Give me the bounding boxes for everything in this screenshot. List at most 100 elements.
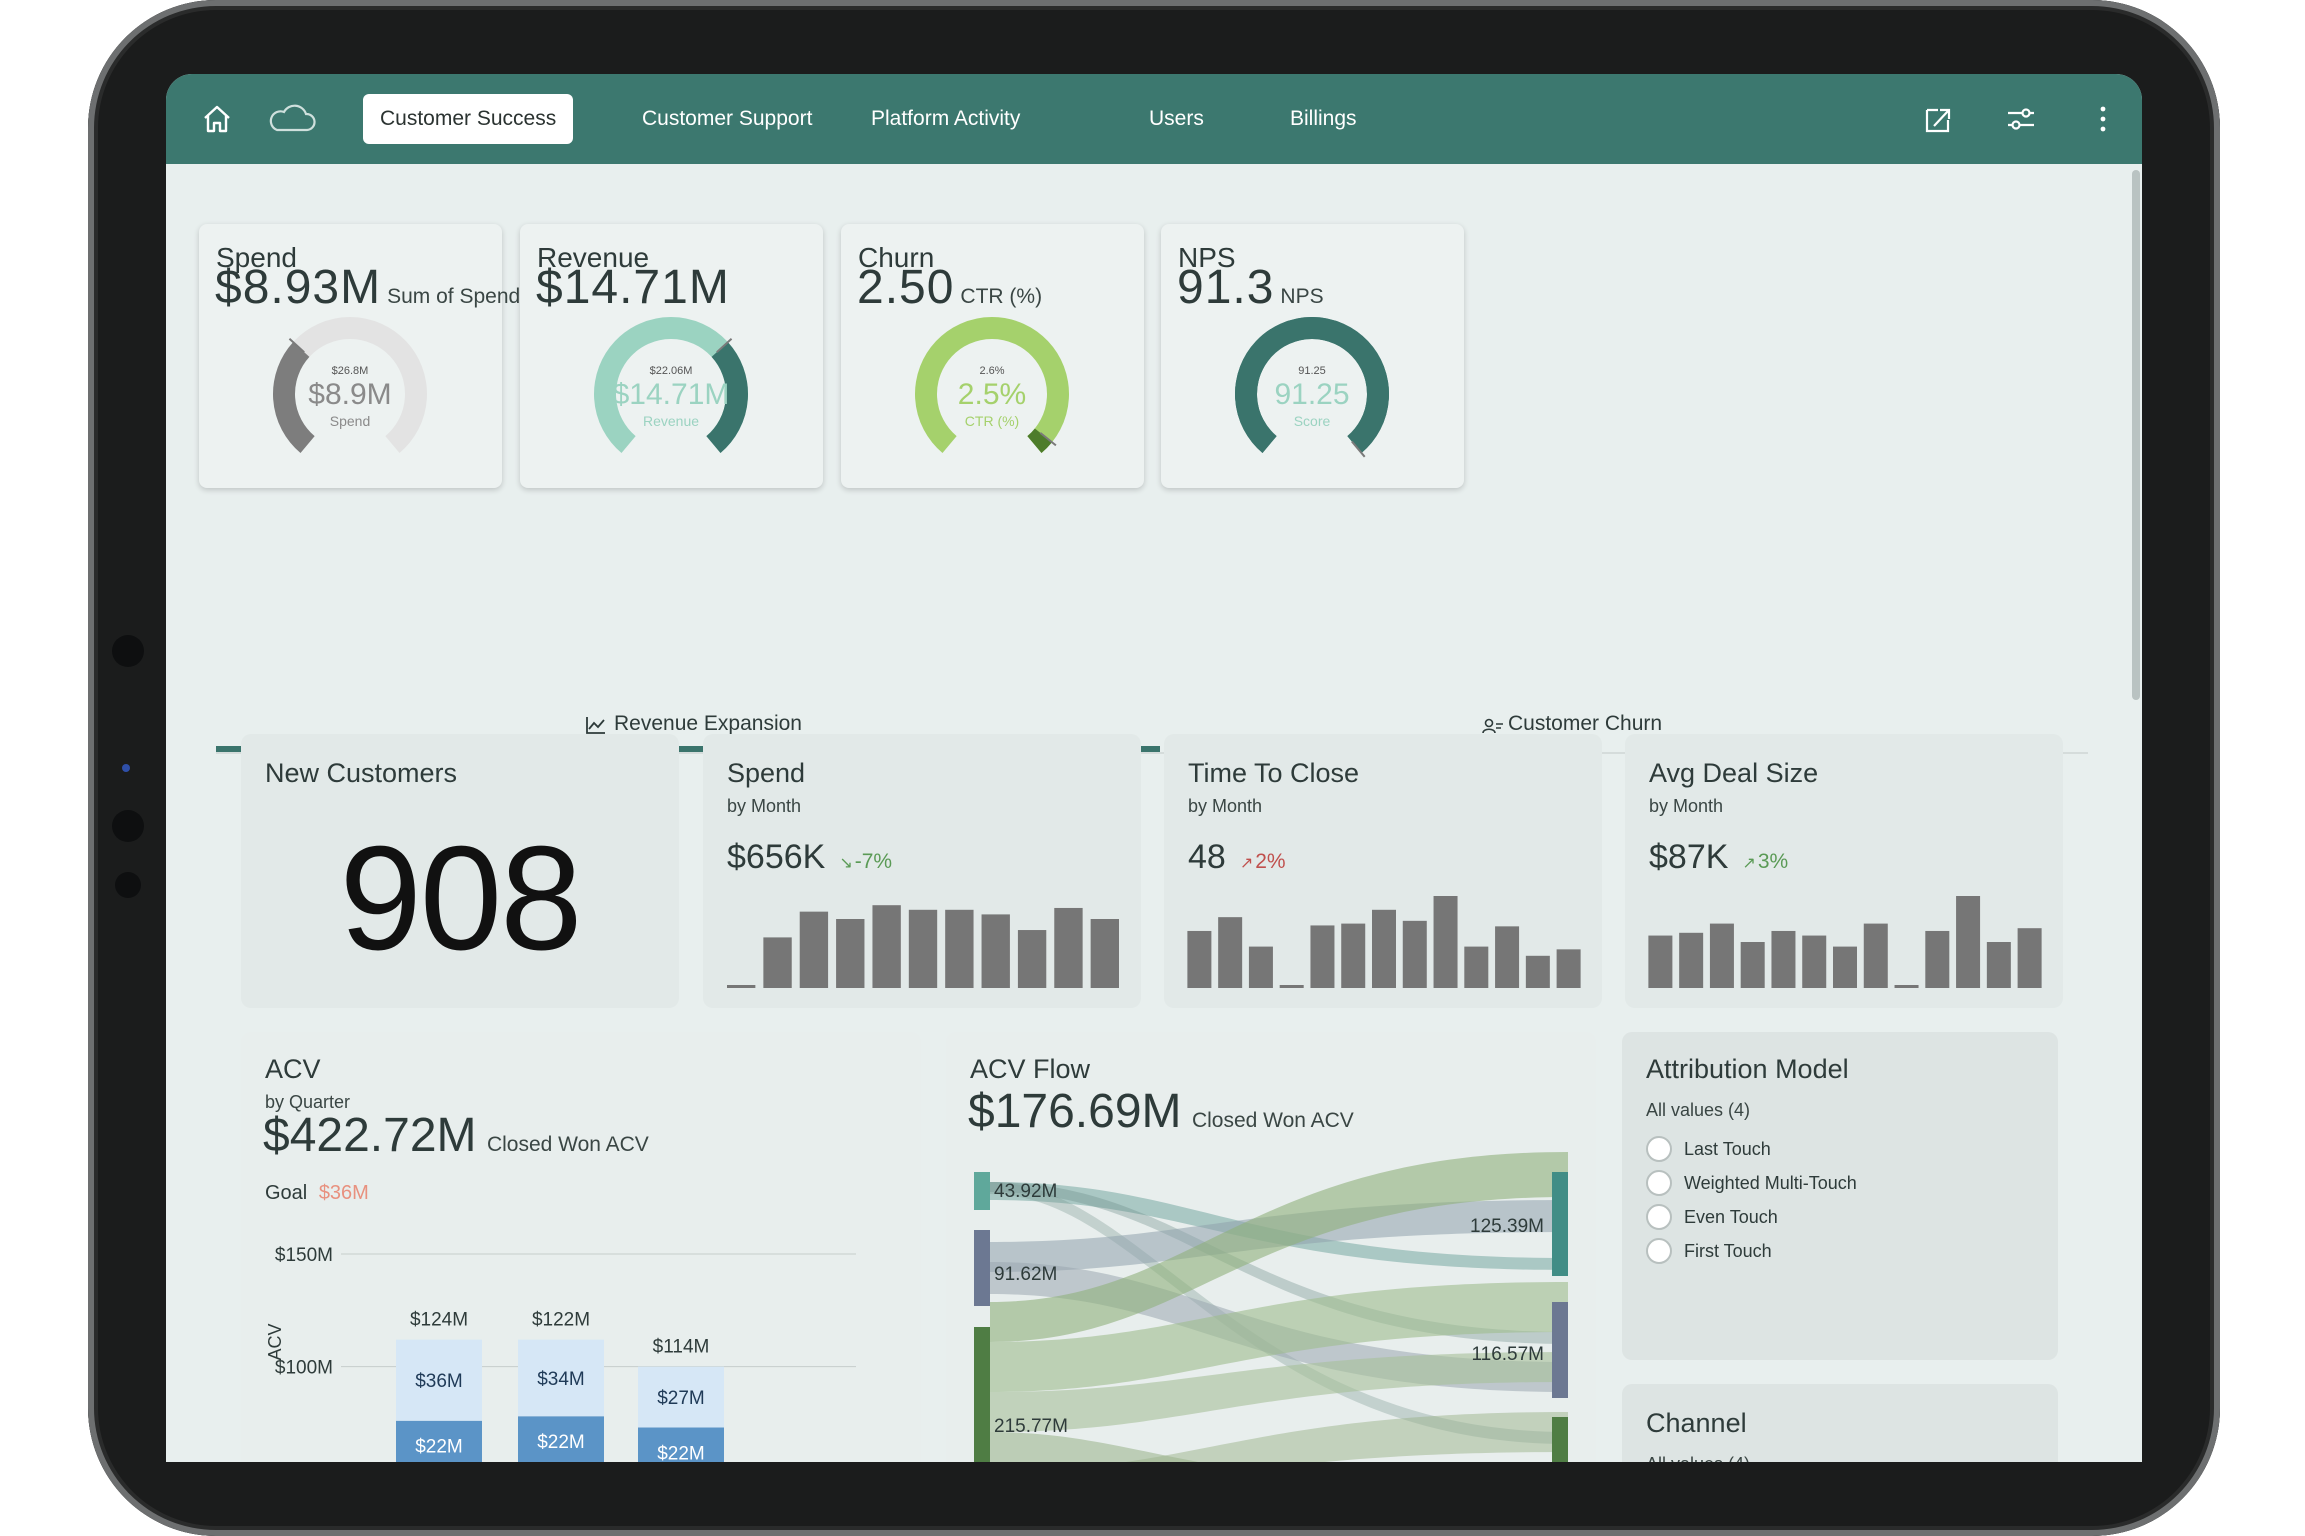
section-tabs: Revenue Expansion Customer Churn [216, 694, 2088, 754]
tile-time-to-close[interactable]: Time To Close by Month 48 ↗2% [1164, 734, 1602, 1008]
sankey-chart[interactable]: 43.92M 91.62M 215.77M 125.39M 116.57M [946, 1032, 1596, 1462]
more-vertical-icon[interactable] [2080, 96, 2126, 142]
filter-sliders-icon[interactable] [1998, 96, 2044, 142]
attribution-option-even-touch[interactable]: Even Touch [1646, 1204, 1778, 1230]
sparkbar-chart [1648, 896, 2042, 988]
tab-revenue-expansion[interactable]: Revenue Expansion [216, 694, 1160, 752]
kpi-value: 91.3 [1177, 261, 1275, 314]
top-navbar: Customer Success Customer Support Platfo… [166, 74, 2142, 164]
tab-users[interactable]: Users [1149, 107, 1204, 130]
gauge-needle [716, 337, 733, 353]
radio-label: First Touch [1684, 1240, 1772, 1261]
acv-bar-segment[interactable] [396, 1420, 482, 1462]
tile-subtitle: by Month [1649, 796, 1724, 816]
sankey-node[interactable] [1552, 1172, 1568, 1276]
gauge-label: Spend [330, 413, 370, 429]
attribution-option-last-touch[interactable]: Last Touch [1646, 1136, 1771, 1162]
sankey-node[interactable] [1552, 1417, 1568, 1462]
spark-bar [1187, 930, 1212, 988]
acv-bar-segment[interactable] [518, 1416, 604, 1462]
tile-title: Spend [727, 758, 806, 788]
kpi-gauge: $22.06M$14.71M Revenue [594, 317, 748, 453]
sankey-node[interactable] [974, 1327, 990, 1462]
gauge-value: 91.25 [1274, 378, 1349, 411]
cloud-icon[interactable] [262, 96, 320, 142]
spark-bar [836, 919, 865, 988]
kpi-unit: CTR (%) [960, 285, 1043, 308]
radio-button[interactable] [1646, 1204, 1672, 1230]
radio-label: Even Touch [1684, 1206, 1778, 1227]
acv-bar-segment[interactable] [638, 1427, 724, 1462]
spark-bar [763, 937, 792, 988]
sankey-node[interactable] [974, 1172, 990, 1210]
card-acv-flow: ACV Flow $176.69M Closed Won ACV [946, 1032, 1596, 1462]
users-icon [1482, 718, 1503, 734]
spark-bar [1248, 946, 1273, 988]
gauge-fill [273, 342, 315, 453]
spark-bar [1740, 942, 1765, 988]
radio-button[interactable] [1646, 1170, 1672, 1196]
kpi-card[interactable]: Spend $8.93M Sum of Spend $26.8M $8.9M Spend [199, 224, 520, 488]
spark-bar [1709, 923, 1734, 988]
acv-title: ACV [265, 1054, 321, 1084]
tab-label: Customer Churn [1508, 712, 1663, 735]
kpi-gauge: 2.6%2.5% CTR (%) [915, 317, 1069, 453]
tile-delta-value: 3% [1757, 850, 1789, 873]
gauge-label: Revenue [643, 413, 699, 429]
attribution-option-weighted-multi-touch[interactable]: Weighted Multi-Touch [1646, 1170, 1857, 1196]
radio-button[interactable] [1646, 1136, 1672, 1162]
tab-billings[interactable]: Billings [1290, 107, 1357, 130]
tile-delta: ↗3% [1742, 850, 1788, 873]
attribution-option-first-touch[interactable]: First Touch [1646, 1238, 1772, 1264]
tile-delta: ↗2% [1240, 850, 1286, 873]
tile-new-customers[interactable]: New Customers 908 [241, 734, 679, 1008]
y-tick-label: $100M [275, 1358, 333, 1379]
tab-customer-support[interactable]: Customer Support [642, 107, 813, 130]
side-button [115, 872, 141, 898]
kpi-value: $14.71M [536, 261, 730, 314]
acv-bar-segment[interactable] [638, 1366, 724, 1428]
spark-bar [1833, 946, 1857, 988]
kpi-title: Churn [858, 242, 935, 273]
goal-value: $36M [318, 1182, 369, 1204]
spark-bar [1894, 985, 1919, 988]
kpi-gauge: $26.8M$8.9M Spend [273, 317, 427, 453]
vertical-scrollbar[interactable] [2132, 170, 2140, 700]
gauge-fill [1027, 428, 1053, 453]
tile-value: $87K [1649, 838, 1729, 876]
acv-ylabel: ACV [265, 1323, 285, 1360]
kpi-card[interactable]: Churn 2.50 CTR (%) 2.6% 2.5% CTR (%) [841, 224, 1144, 488]
home-icon[interactable] [194, 96, 240, 142]
acv-bar-segment[interactable] [396, 1339, 482, 1421]
tile-delta-value: 2% [1255, 850, 1286, 873]
acv-segment-label: $22M [657, 1443, 705, 1462]
kpi-card[interactable]: NPS 91.3 NPS 91.25 91.25 Score [1161, 224, 1464, 488]
sankey-node[interactable] [1552, 1302, 1568, 1398]
tab-customer-success[interactable]: Customer Success [363, 94, 574, 144]
kpi-title: Spend [216, 242, 297, 273]
spark-bar [1054, 907, 1083, 988]
tab-customer-churn[interactable]: Customer Churn [1160, 694, 2088, 752]
radio-label: Last Touch [1684, 1138, 1771, 1159]
gauge-label: CTR (%) [965, 413, 1019, 429]
share-icon[interactable] [1914, 96, 1960, 142]
sankey-node[interactable] [974, 1230, 990, 1306]
spark-bar [1863, 923, 1888, 988]
kpi-title: NPS [1178, 242, 1236, 273]
spark-bar [1341, 923, 1366, 988]
spark-bar [1372, 909, 1396, 988]
acv-bar-segment[interactable] [518, 1339, 604, 1417]
tile-avg-deal[interactable]: Avg Deal Size by Month $87K ↗3% [1625, 734, 2063, 1008]
acv-bar-chart[interactable]: ACV$150M$100M$50M$54M$22M$36M$124M$56M$2… [241, 1222, 921, 1462]
attribution-subtitle: All values (4) [1646, 1100, 1751, 1120]
kpi-card[interactable]: Revenue $14.71M $22.06M $14.71M Revenue [520, 224, 823, 488]
sparkbar-chart [727, 905, 1119, 988]
spark-bar [872, 905, 901, 988]
tab-platform-activity[interactable]: Platform Activity [871, 107, 1021, 130]
radio-button[interactable] [1646, 1238, 1672, 1264]
gauge-track [915, 317, 1069, 453]
tile-spend[interactable]: Spend by Month $656K ↘-7% [703, 734, 1141, 1008]
tile-title: New Customers [265, 758, 458, 788]
radio-label: Weighted Multi-Touch [1684, 1172, 1857, 1193]
gauge-max: $26.8M [332, 365, 369, 377]
